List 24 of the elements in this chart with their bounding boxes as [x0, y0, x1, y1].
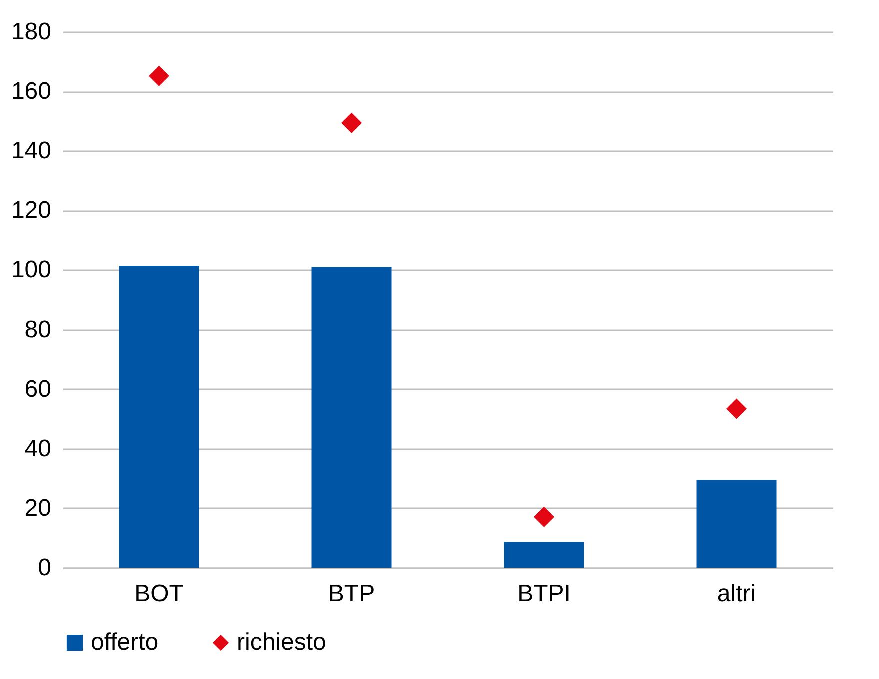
y-tick-label: 180	[11, 18, 52, 46]
y-tick-label: 100	[11, 256, 52, 284]
legend-label: richiesto	[237, 629, 326, 656]
bar	[504, 542, 584, 568]
x-tick-label: BTPI	[518, 580, 571, 608]
point	[534, 506, 554, 528]
x-tick-label: BOT	[134, 580, 184, 608]
point	[342, 112, 362, 134]
y-tick-label: 120	[11, 197, 52, 224]
x-tick-label: BTP	[328, 580, 376, 608]
point	[149, 66, 170, 86]
y-tick-label: 20	[24, 494, 52, 522]
bar	[696, 480, 777, 568]
point	[726, 398, 747, 420]
legend-label: offerto	[91, 629, 159, 656]
y-tick-label: 0	[38, 554, 52, 582]
y-tick-label: 80	[24, 316, 52, 344]
bar	[312, 267, 392, 568]
bar	[119, 266, 200, 568]
y-tick-label: 160	[11, 78, 52, 106]
y-tick-label: 140	[11, 138, 52, 165]
y-tick-label: 40	[24, 435, 52, 462]
x-tick-label: altri	[717, 580, 756, 608]
y-tick-label: 60	[24, 376, 52, 403]
